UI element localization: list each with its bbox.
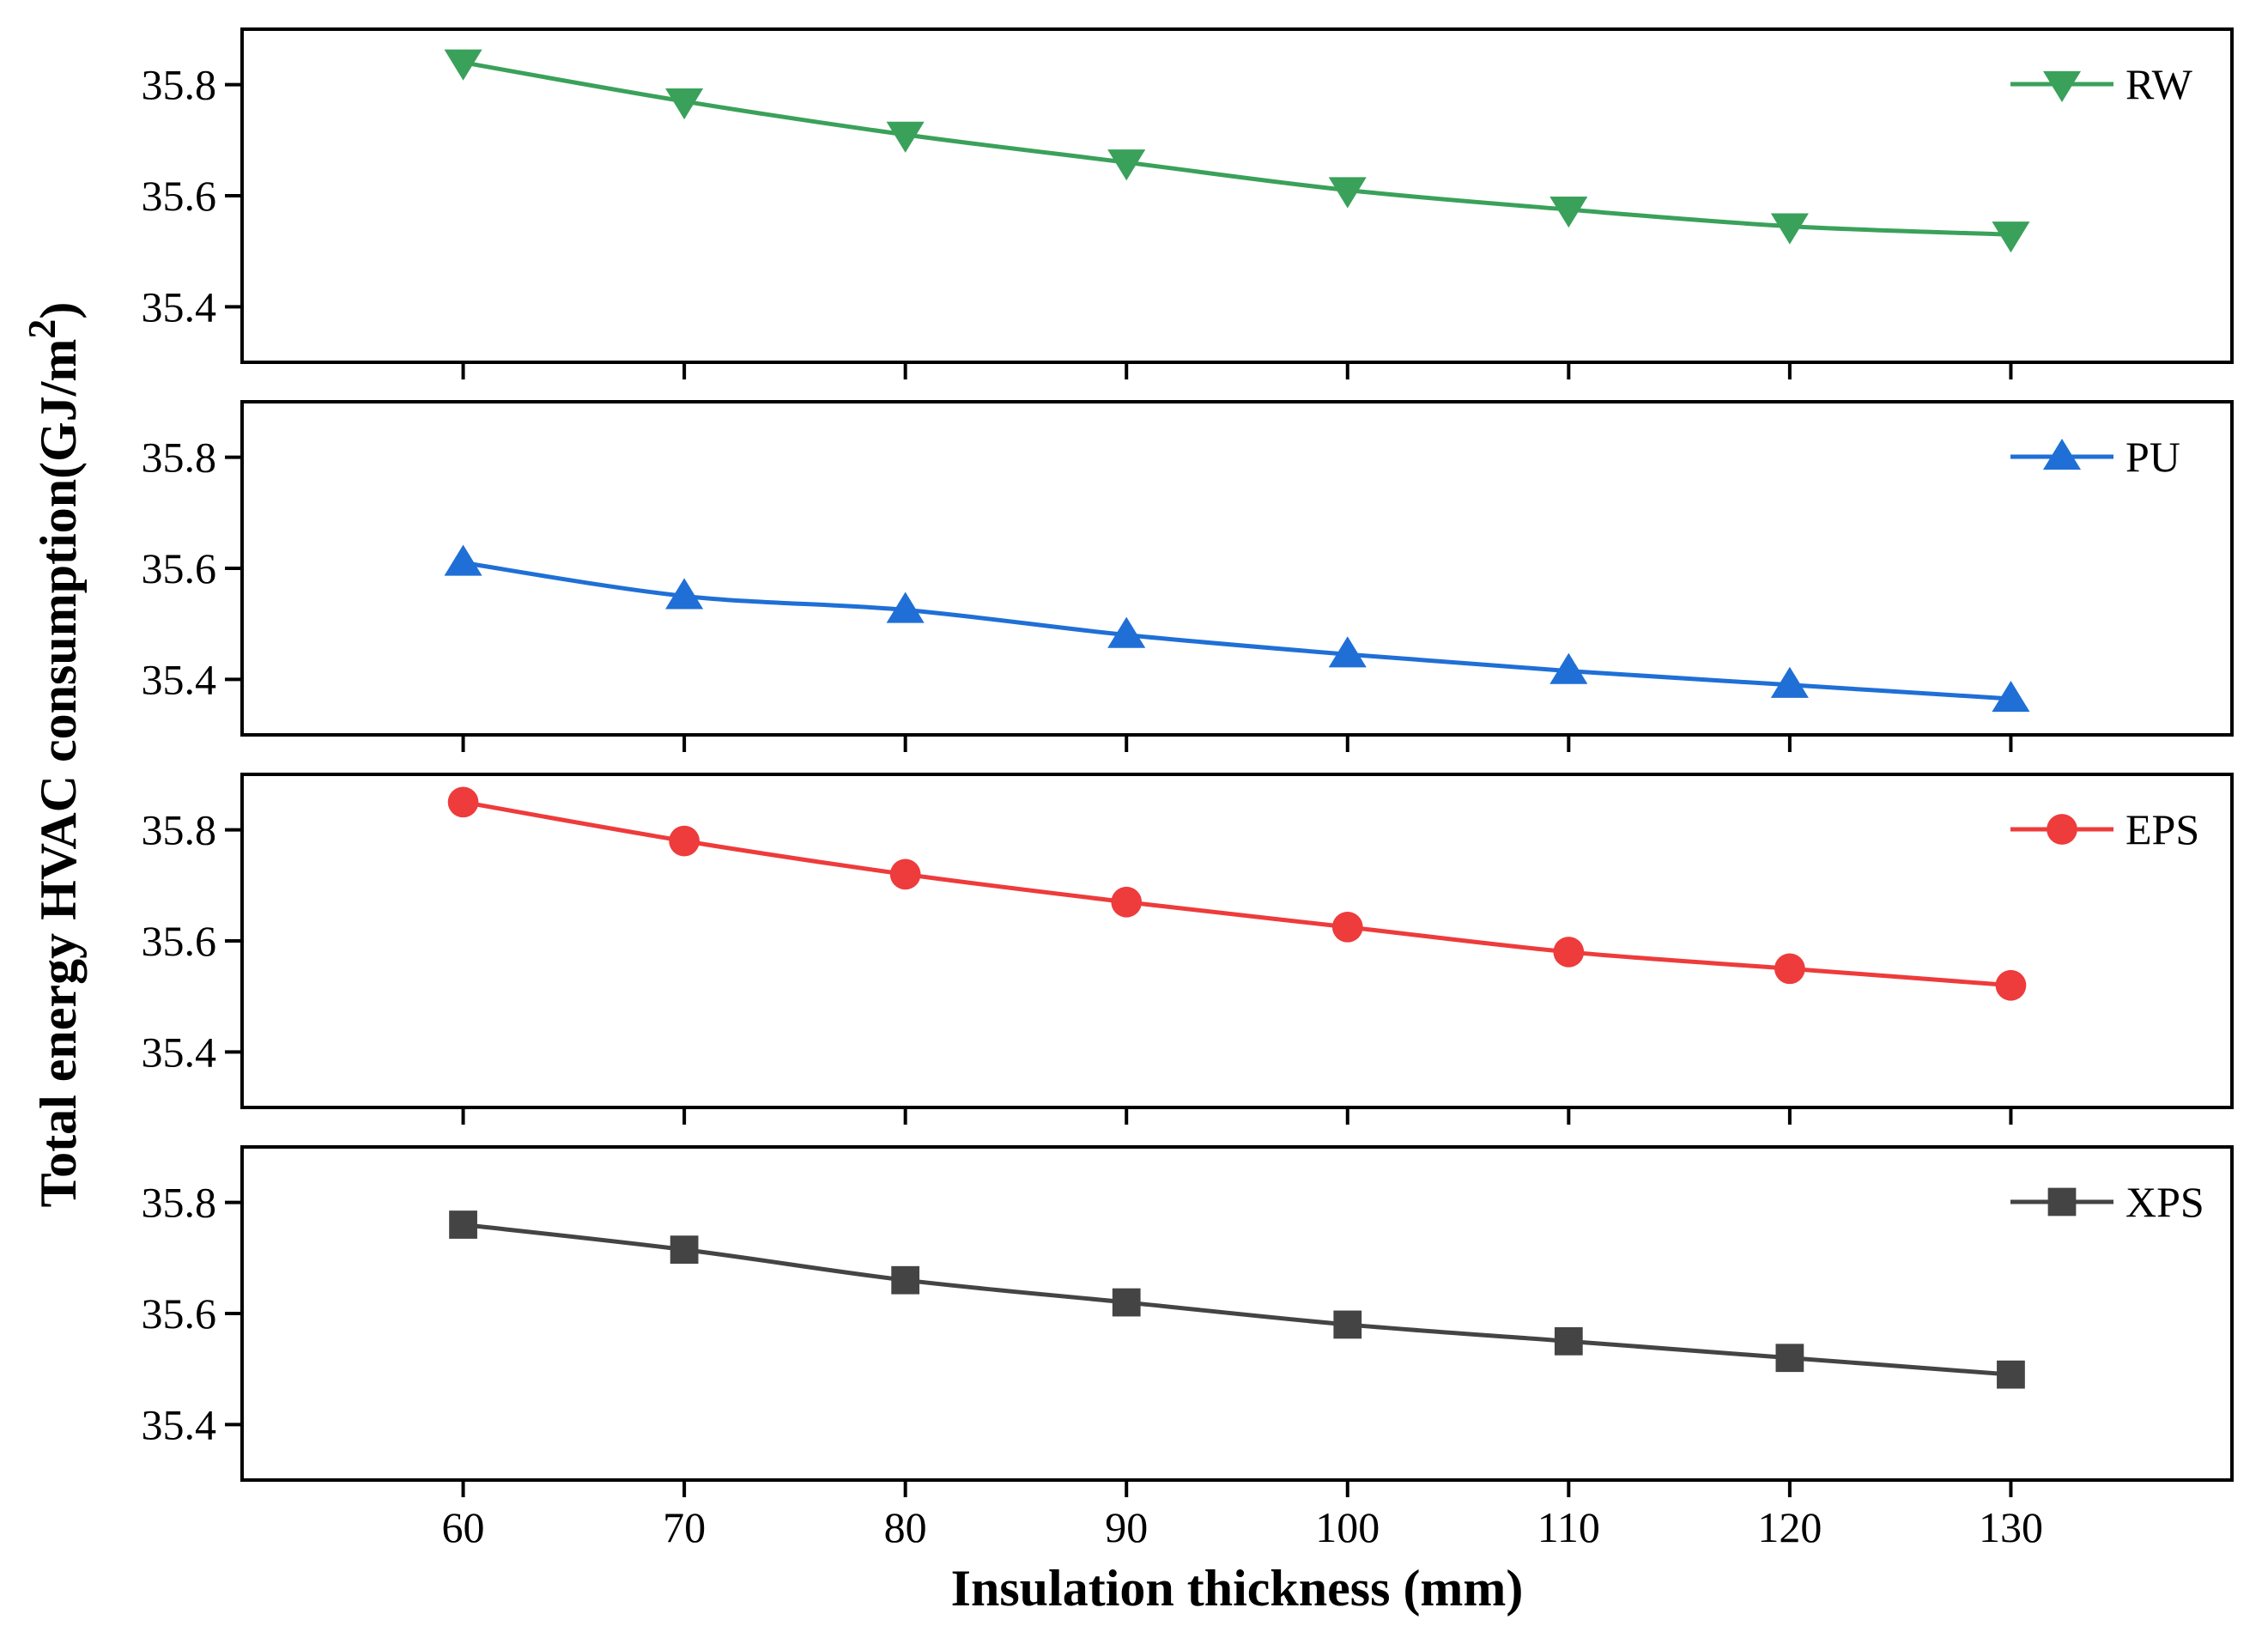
data-point-xps-90: [1112, 1288, 1141, 1317]
y-tick-label-eps-0: 35.4: [142, 1028, 217, 1076]
y-tick-label-xps-0: 35.4: [142, 1400, 217, 1448]
data-point-eps-130: [1995, 969, 2027, 1001]
legend-label-pu: PU: [2125, 433, 2180, 481]
data-point-eps-100: [1331, 911, 1363, 943]
data-point-xps-70: [670, 1235, 699, 1265]
legend-label-xps: XPS: [2125, 1178, 2204, 1226]
data-point-xps-60: [449, 1210, 477, 1239]
x-tick-label-2: 80: [884, 1503, 927, 1551]
data-point-pu-100: [1328, 636, 1367, 668]
legend-eps: EPS: [2010, 805, 2199, 853]
series-line-xps: [463, 1222, 2011, 1377]
data-point-rw-90: [1107, 149, 1146, 181]
legend-rw: RW: [2010, 60, 2193, 108]
y-tick-label-xps-1: 35.6: [142, 1289, 217, 1338]
panel-pu: 35.4 35.6 35.8 PU: [142, 400, 2234, 752]
panel-xps: 35.4 35.6 35.8 XPS: [142, 1145, 2234, 1497]
legend-label-eps: EPS: [2125, 805, 2199, 853]
data-point-rw-60: [444, 49, 482, 81]
legend-pu: PU: [2010, 433, 2180, 481]
data-point-xps-120: [1775, 1344, 1804, 1373]
data-point-eps-70: [669, 825, 700, 857]
data-point-pu-60: [444, 544, 482, 576]
legend-marker-eps: [2047, 814, 2077, 845]
data-point-pu-70: [665, 578, 704, 610]
series-line-eps: [463, 799, 2011, 988]
data-point-pu-110: [1549, 652, 1588, 684]
y-tick-label-eps-2: 35.8: [142, 806, 217, 854]
legend-marker-pu: [2042, 439, 2082, 470]
data-point-rw-130: [1992, 221, 2030, 253]
panel-eps: 35.4 35.6 35.8 EPS: [142, 773, 2234, 1125]
y-axis-title-closing: ): [30, 302, 87, 319]
data-point-eps-120: [1774, 953, 1805, 985]
x-tick-label-0: 60: [442, 1503, 485, 1551]
x-axis-title: Insulation thickness (mm): [951, 1560, 1524, 1617]
data-point-xps-80: [891, 1265, 920, 1295]
x-tick-label-7: 130: [1979, 1503, 2043, 1551]
data-point-eps-110: [1553, 937, 1585, 968]
data-point-pu-120: [1770, 666, 1809, 698]
y-tick-label-rw-1: 35.6: [142, 172, 217, 220]
x-tick-label-4: 100: [1315, 1503, 1380, 1551]
data-point-rw-120: [1770, 213, 1809, 245]
y-tick-label-pu-1: 35.6: [142, 544, 217, 592]
data-point-xps-110: [1554, 1326, 1583, 1356]
x-tick-label-1: 70: [663, 1503, 706, 1551]
y-axis-title: Total energy HVAC consumption(GJ/m2): [20, 302, 87, 1208]
legend-marker-xps: [2047, 1187, 2077, 1216]
data-point-eps-80: [889, 858, 921, 890]
data-point-eps-90: [1111, 886, 1143, 918]
y-tick-label-rw-2: 35.8: [142, 61, 217, 109]
x-tick-label-3: 90: [1105, 1503, 1148, 1551]
data-point-eps-60: [447, 786, 479, 818]
y-tick-label-eps-1: 35.6: [142, 917, 217, 965]
series-line-rw: [463, 60, 2011, 237]
data-point-rw-110: [1549, 197, 1588, 228]
legend-label-rw: RW: [2125, 60, 2193, 108]
series-line-pu: [463, 561, 2011, 701]
y-tick-label-xps-2: 35.8: [142, 1179, 217, 1227]
legend-marker-rw: [2042, 70, 2082, 102]
data-point-rw-70: [665, 88, 704, 120]
x-tick-label-6: 120: [1757, 1503, 1822, 1551]
data-point-rw-80: [886, 121, 925, 153]
y-tick-label-pu-2: 35.8: [142, 434, 217, 482]
data-point-xps-130: [1997, 1360, 2025, 1389]
legend-xps: XPS: [2010, 1178, 2204, 1226]
panel-rw: 35.4 35.6 35.8 RW: [142, 27, 2234, 379]
axes-layer: Insulation thickness (mm) Total energy H…: [20, 302, 1523, 1617]
y-tick-label-rw-0: 35.4: [142, 282, 217, 331]
y-axis-title-main: Total energy HVAC consumption(GJ/m: [30, 339, 87, 1208]
data-point-pu-90: [1107, 616, 1146, 648]
data-point-pu-80: [886, 592, 925, 623]
data-point-rw-100: [1328, 177, 1367, 209]
y-axis-title-superscript: 2: [20, 319, 64, 339]
x-tick-label-5: 110: [1537, 1503, 1600, 1551]
data-point-pu-130: [1992, 680, 2030, 713]
y-tick-label-pu-0: 35.4: [142, 655, 217, 703]
panels-layer: 35.4 35.6 35.8 RW 35.4 35.6 35.8 PU 35.4 35.6 35.8…: [142, 27, 2234, 1551]
data-point-xps-100: [1333, 1310, 1362, 1339]
